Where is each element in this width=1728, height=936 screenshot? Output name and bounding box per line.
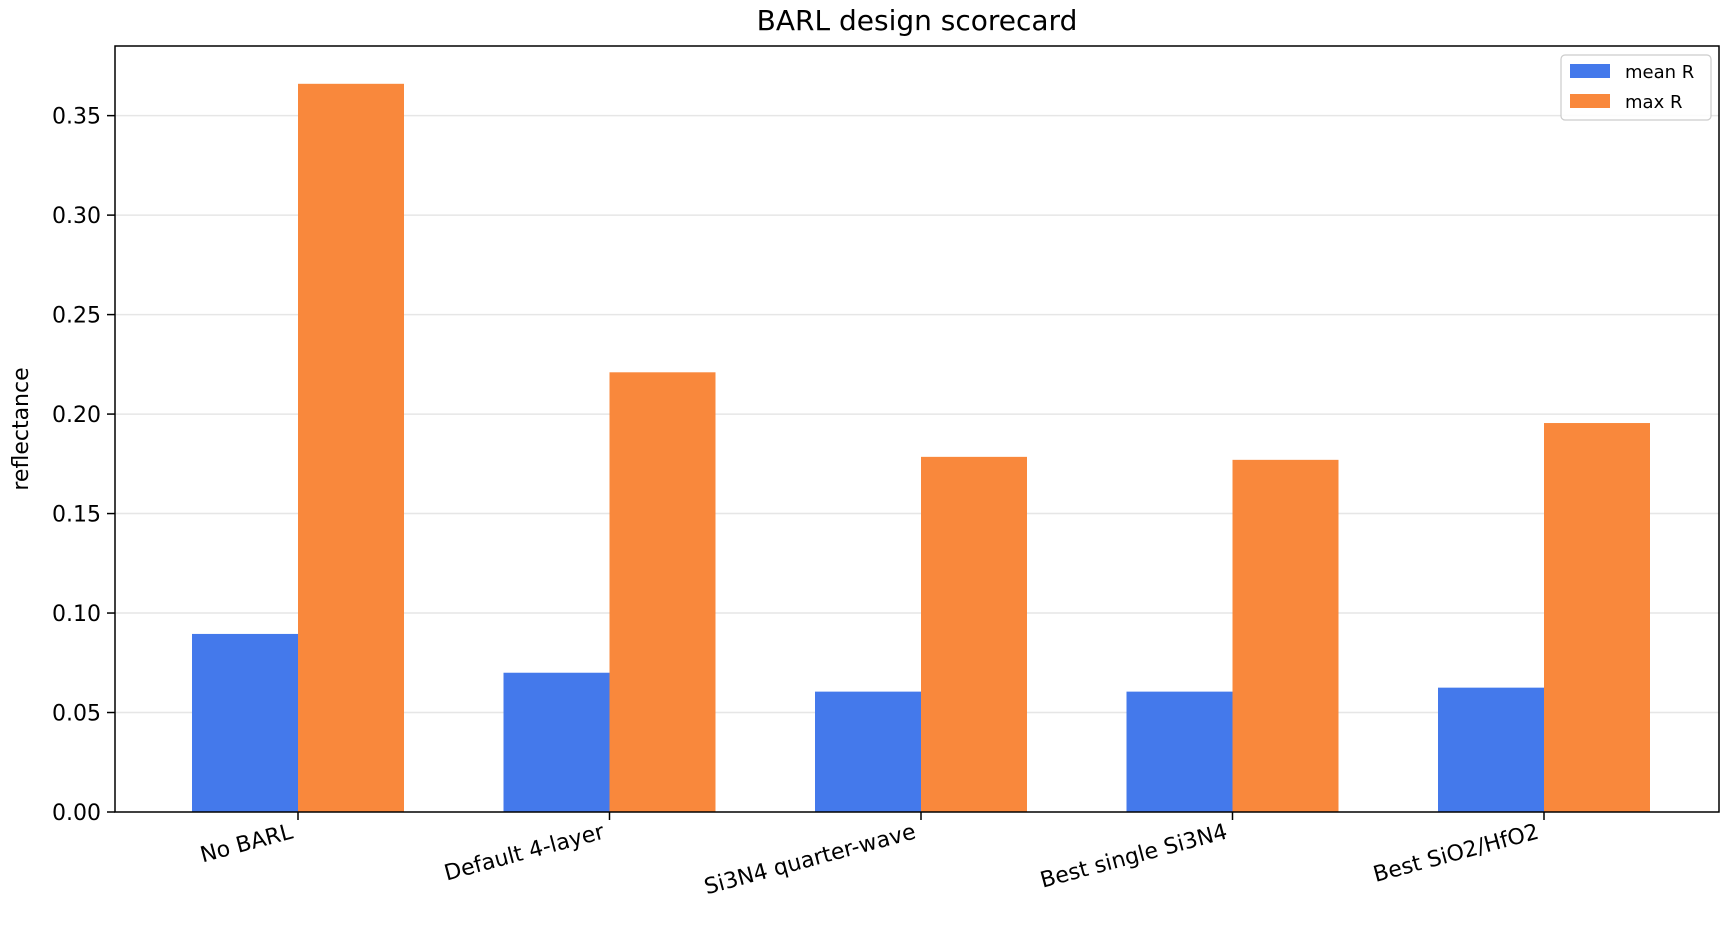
bar-mean-r: [503, 672, 610, 812]
legend: mean R max R: [1560, 54, 1712, 121]
y-tick-label: 0.05: [52, 702, 101, 727]
bar-mean-r: [1126, 691, 1233, 812]
bar-mean-r: [1438, 687, 1544, 812]
y-tick-label: 0.00: [52, 801, 101, 826]
y-tick-label: 0.35: [52, 105, 101, 130]
x-tick-label: No BARL: [198, 819, 297, 868]
bars: [192, 83, 1650, 812]
y-tick-label: 0.25: [52, 304, 101, 329]
bar-max-r: [1232, 459, 1339, 812]
x-tick-label: Si3N4 quarter-wave: [702, 820, 919, 901]
legend-label-max-r: max R: [1625, 92, 1682, 113]
legend-swatch-mean-r: [1570, 64, 1610, 78]
bar-max-r: [1544, 423, 1650, 812]
plot-area-frame: [114, 45, 1720, 813]
bar-max-r: [298, 83, 404, 812]
y-tick-label: 0.30: [52, 204, 101, 229]
bar-max-r: [921, 456, 1027, 812]
legend-swatch-max-r: [1570, 94, 1610, 108]
y-tick-label: 0.15: [52, 503, 101, 528]
x-tick-label: Best single Si3N4: [1038, 820, 1230, 894]
x-tick-label: Default 4-layer: [442, 819, 608, 886]
y-axis-label: reflectance: [9, 367, 34, 490]
y-tick-label: 0.20: [52, 403, 101, 428]
bar-mean-r: [192, 633, 298, 812]
y-axis-ticks: 0.00 0.05 0.10 0.15 0.20 0.25 0.30 0.35: [52, 105, 115, 826]
x-tick-label: Best SiO2/HfO2: [1371, 820, 1542, 888]
bar-max-r: [609, 372, 716, 812]
bar-mean-r: [815, 691, 921, 812]
chart-title: BARL design scorecard: [757, 4, 1078, 37]
legend-label-mean-r: mean R: [1625, 62, 1694, 83]
y-tick-label: 0.10: [52, 602, 101, 627]
x-axis-ticks: No BARL Default 4-layer Si3N4 quarter-wave…: [198, 812, 1545, 901]
